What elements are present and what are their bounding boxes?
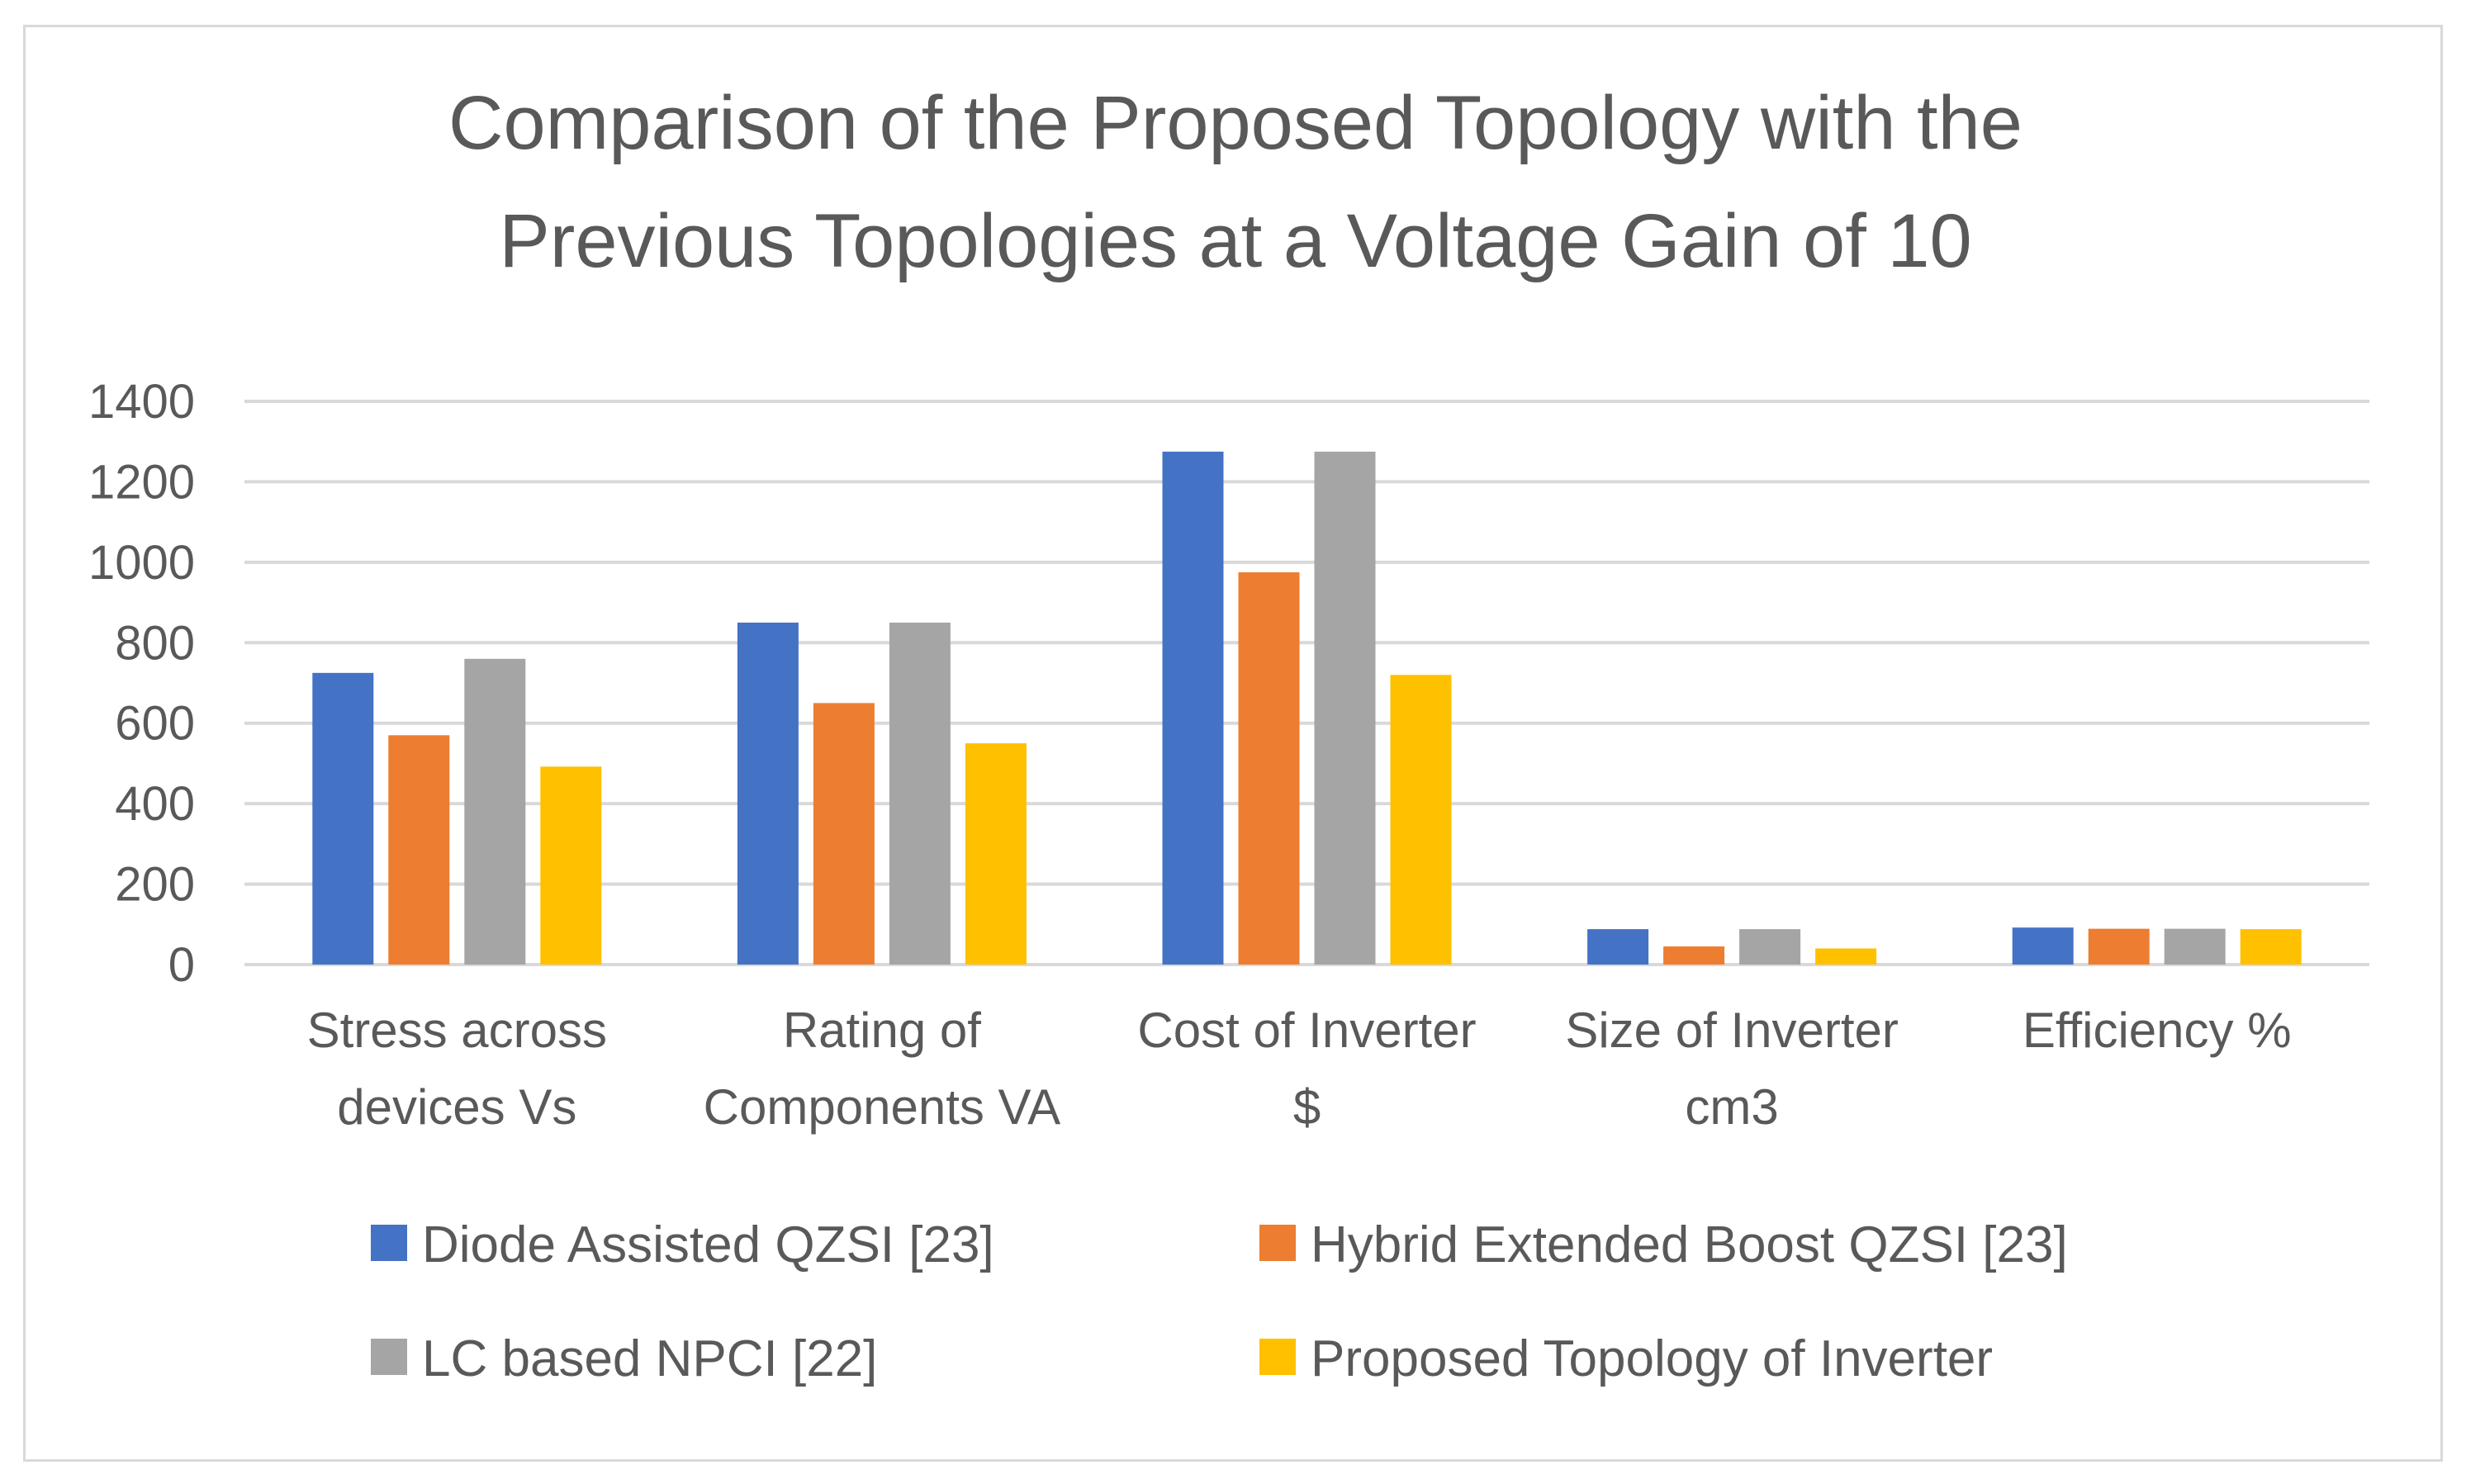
chart-title: Comparison of the Proposed Topology with…: [448, 81, 2023, 283]
y-tick-label: 1000: [88, 536, 195, 590]
chart-frame: Comparison of the Proposed Topology with…: [23, 25, 2443, 1462]
bars: [312, 451, 2302, 965]
x-tick-label: Efficiency %: [2023, 1003, 2292, 1058]
x-tick-label: Components VA: [704, 1079, 1060, 1135]
bar: [1663, 946, 1725, 965]
x-tick-label: devices Vs: [337, 1079, 576, 1135]
bar: [1587, 929, 1649, 965]
bar: [965, 743, 1027, 965]
bar: [1815, 948, 1877, 965]
y-tick-label: 1200: [88, 455, 195, 509]
bar: [2164, 928, 2226, 965]
legend: Diode Assisted QZSI [23] Hybrid Extended …: [371, 1216, 2068, 1387]
y-tick-label: 1400: [88, 375, 195, 429]
legend-swatch: [1259, 1339, 1296, 1375]
y-axis-tick-labels: 0 200 400 600 800 1000 1200 1400: [88, 375, 195, 992]
chart-title-line: Comparison of the Proposed Topology with…: [448, 81, 2023, 165]
x-tick-label: Size of Inverter: [1565, 1003, 1899, 1058]
y-tick-label: 800: [115, 616, 195, 670]
x-tick-label: Rating of: [783, 1003, 981, 1058]
y-tick-label: 400: [115, 777, 195, 831]
x-tick-label: $: [1293, 1079, 1321, 1135]
legend-swatch: [1259, 1225, 1296, 1261]
legend-label: Diode Assisted QZSI [23]: [422, 1216, 994, 1273]
bar: [1162, 451, 1224, 965]
y-tick-label: 200: [115, 858, 195, 912]
x-tick-label: Stress across: [307, 1003, 607, 1058]
legend-label: Proposed Topology of Inverter: [1311, 1330, 1993, 1387]
bar: [540, 766, 602, 965]
chart-svg: Comparison of the Proposed Topology with…: [88, 81, 2369, 1387]
legend-swatch: [371, 1225, 407, 1261]
y-tick-label: 600: [115, 697, 195, 751]
bar: [737, 622, 799, 965]
bar: [2088, 928, 2150, 965]
bar: [2012, 927, 2074, 965]
bar: [1739, 929, 1801, 965]
bar: [1314, 451, 1376, 965]
bar: [889, 622, 951, 965]
bar: [1390, 675, 1452, 965]
legend-swatch: [371, 1339, 407, 1375]
bar: [2240, 929, 2302, 965]
x-tick-label: cm3: [1685, 1079, 1778, 1135]
bar: [813, 703, 875, 965]
legend-label: LC based NPCI [22]: [422, 1330, 877, 1387]
bar: [464, 658, 526, 965]
bar: [1238, 572, 1300, 965]
bar: [312, 672, 374, 965]
x-tick-label: Cost of Inverter: [1137, 1003, 1476, 1058]
legend-label: Hybrid Extended Boost QZSI [23]: [1311, 1216, 2068, 1273]
y-tick-label: 0: [168, 938, 195, 992]
bar: [388, 735, 450, 965]
x-axis-tick-labels: Stress across devices Vs Rating of Componen…: [307, 1003, 2292, 1135]
chart-title-line: Previous Topologies at a Voltage Gain of…: [499, 199, 1971, 283]
